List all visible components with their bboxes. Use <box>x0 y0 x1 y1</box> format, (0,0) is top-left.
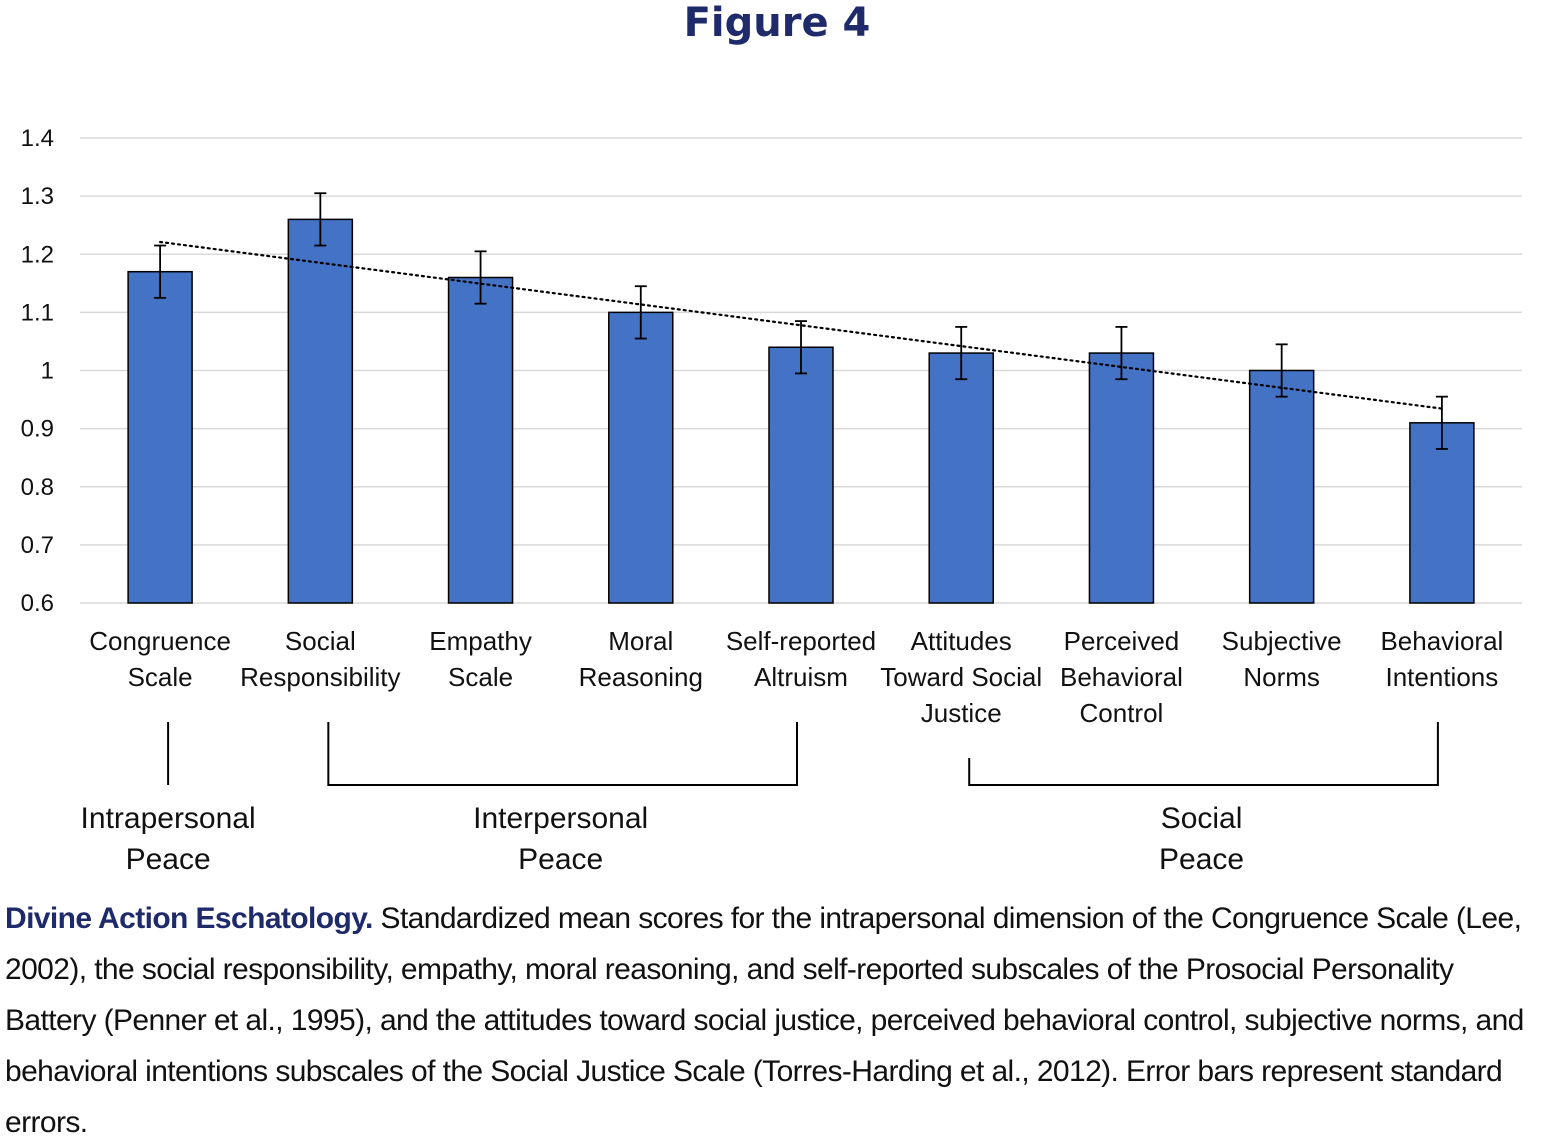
figure-title: Figure 4 <box>683 0 871 46</box>
y-tick-label: 1.4 <box>21 125 54 152</box>
bar <box>127 270 193 604</box>
figure-caption: Divine Action Eschatology. Standardized … <box>5 893 1550 1148</box>
bar <box>768 346 834 604</box>
bar <box>447 276 514 604</box>
y-tick-label: 0.7 <box>21 532 54 559</box>
group-bracket <box>968 722 1439 786</box>
x-tick-label: Congruence Scale <box>89 626 231 692</box>
caption-lead: Divine Action Eschatology. <box>5 902 373 935</box>
y-tick-label: 1.2 <box>21 241 54 268</box>
x-tick-label: Social Responsibility <box>240 626 400 692</box>
bar <box>1248 369 1315 604</box>
trendline <box>159 240 1443 410</box>
x-tick-label: Subjective Norms <box>1222 626 1342 692</box>
caption-text: Standardized mean scores for the intrape… <box>5 902 1524 1139</box>
group-label: Social Peace <box>1159 802 1244 876</box>
bar <box>287 218 354 604</box>
group-bracket <box>327 722 798 786</box>
bar <box>608 311 674 604</box>
bar <box>1409 422 1475 604</box>
x-tick-label: Self-reported Altruism <box>726 626 876 692</box>
group-label: Interpersonal Peace <box>473 802 648 876</box>
x-tick-label: Moral Reasoning <box>579 626 703 692</box>
x-tick-label: Attitudes Toward Social Justice <box>880 626 1042 728</box>
x-tick-label: Behavioral Intentions <box>1380 626 1503 692</box>
y-tick-label: 1.1 <box>21 299 54 326</box>
x-tick-label: Empathy Scale <box>429 626 532 692</box>
bar <box>928 352 994 604</box>
bar <box>1088 352 1155 604</box>
y-tick-label: 0.6 <box>21 590 54 617</box>
y-tick-label: 0.9 <box>21 416 54 443</box>
group-label: Intrapersonal Peace <box>81 802 256 876</box>
y-tick-label: 1.3 <box>21 183 54 210</box>
bar-chart: 0.6 0.7 0.8 0.9 1 1.1 1.2 1.3 1.4 Congruence Scale… <box>21 125 1522 876</box>
y-tick-label: 1 <box>41 358 54 385</box>
y-tick-label: 0.8 <box>21 474 54 501</box>
x-tick-label: Perceived Behavioral Control <box>1060 626 1183 728</box>
